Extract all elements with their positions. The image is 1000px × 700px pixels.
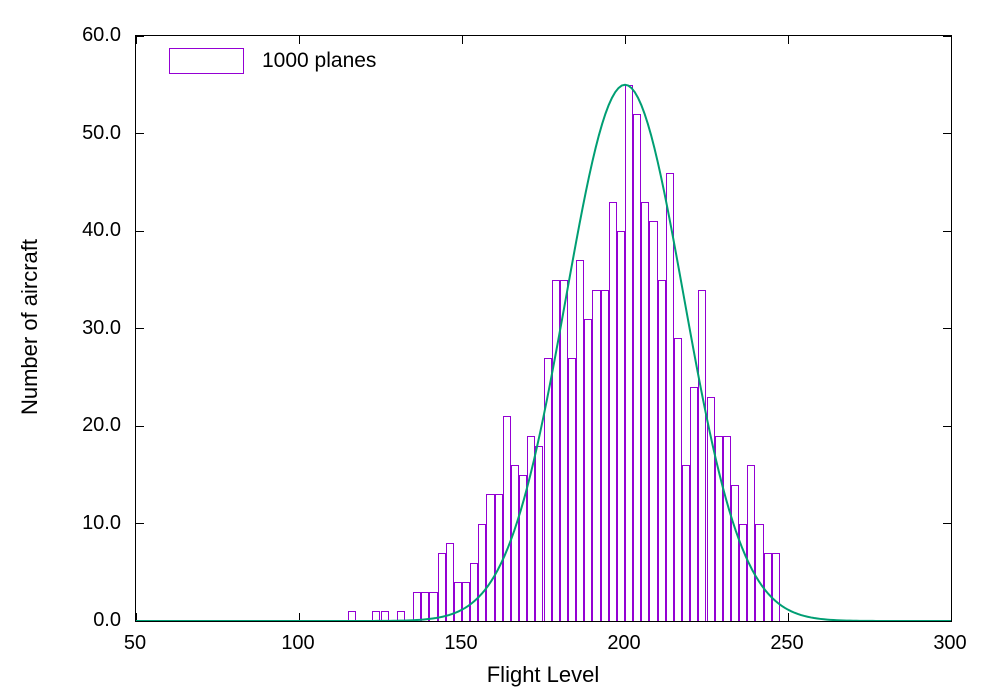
histogram-bar [722,435,731,621]
histogram-bar [649,221,658,621]
legend-label: 1000 planes [262,49,377,72]
x-tick-mark [135,36,137,44]
histogram-bar [747,465,756,621]
histogram-bar [535,445,544,621]
histogram-bar [445,543,454,621]
histogram-bar [429,591,438,621]
x-tick-mark [950,36,952,44]
x-tick-label: 250 [770,632,804,654]
histogram-bar [421,591,430,621]
histogram-bar [462,582,471,621]
histogram-bar [372,611,381,621]
y-tick-mark [943,523,951,524]
y-tick-mark [136,425,144,427]
histogram-bar [519,474,528,621]
histogram-bar [641,201,650,621]
y-tick-mark [943,230,951,232]
histogram-bar [584,318,593,621]
legend: 1000 planes [169,48,376,74]
y-tick-label: 10.0 [82,511,121,534]
histogram-bar [527,435,536,621]
histogram-bar [739,523,748,621]
histogram-bar [625,84,634,621]
histogram-bar [551,279,560,621]
histogram-bar [698,289,707,621]
x-tick-label: 300 [933,632,967,654]
x-tick-mark [298,613,300,621]
y-tick-mark [943,328,951,329]
histogram-bar [682,465,691,621]
y-tick-mark [136,133,144,134]
x-tick-mark [298,36,300,44]
histogram-bar [608,201,617,621]
histogram-bar [470,562,479,621]
x-tick-mark [950,613,952,621]
y-tick-label: 40.0 [82,219,121,241]
histogram-bar [714,435,723,621]
x-tick-mark [624,36,626,44]
y-tick-label: 0.0 [93,609,121,631]
plot-area: 1000 planes [135,35,952,622]
histogram-bar [592,289,601,621]
histogram-bar [396,611,405,621]
y-tick-label: 20.0 [82,414,121,436]
histogram-bar [657,279,666,621]
histogram-bar [559,279,568,621]
histogram-bar [502,416,511,621]
histogram-bar [730,484,740,621]
x-tick-mark [787,613,789,621]
histogram-bar [576,260,585,621]
histogram-bar [543,357,552,621]
x-tick-mark [461,36,463,44]
histogram-bar [494,494,503,621]
histogram-bar [478,523,487,621]
histogram-bar [633,114,642,621]
y-tick-mark [136,523,144,524]
histogram-bar [413,591,422,621]
y-tick-mark [136,328,144,329]
histogram-bar [486,494,495,621]
histogram-bar [706,396,715,621]
x-tick-label: 100 [281,632,315,654]
histogram-bar [690,387,699,621]
x-tick-label: 50 [123,632,147,654]
histogram-bar [453,582,462,621]
legend-swatch [169,48,244,74]
y-tick-mark [943,35,951,37]
y-tick-mark [136,35,144,37]
histogram-bar [510,465,520,621]
histogram-bar [616,231,625,621]
y-tick-label: 30.0 [82,316,121,339]
x-tick-label: 200 [607,632,641,654]
x-tick-mark [787,36,789,44]
histogram-bar [437,552,446,621]
histogram-bar [673,338,683,621]
x-tick-label: 150 [444,632,478,654]
histogram-bar [600,289,609,621]
histogram-bar [771,552,780,621]
x-axis-label: Flight Level [486,662,600,687]
histogram-bar [380,611,389,621]
histogram-bar [567,357,577,621]
y-tick-mark [136,620,144,622]
y-tick-mark [943,133,951,134]
y-tick-label: 50.0 [82,121,121,144]
histogram-bar [763,552,772,621]
y-tick-label: 60.0 [82,24,121,46]
histogram-bar [665,172,674,621]
y-tick-mark [136,230,144,232]
y-tick-mark [943,620,951,622]
y-tick-mark [943,425,951,427]
histogram-bar [347,611,357,621]
histogram-bar [755,523,764,621]
